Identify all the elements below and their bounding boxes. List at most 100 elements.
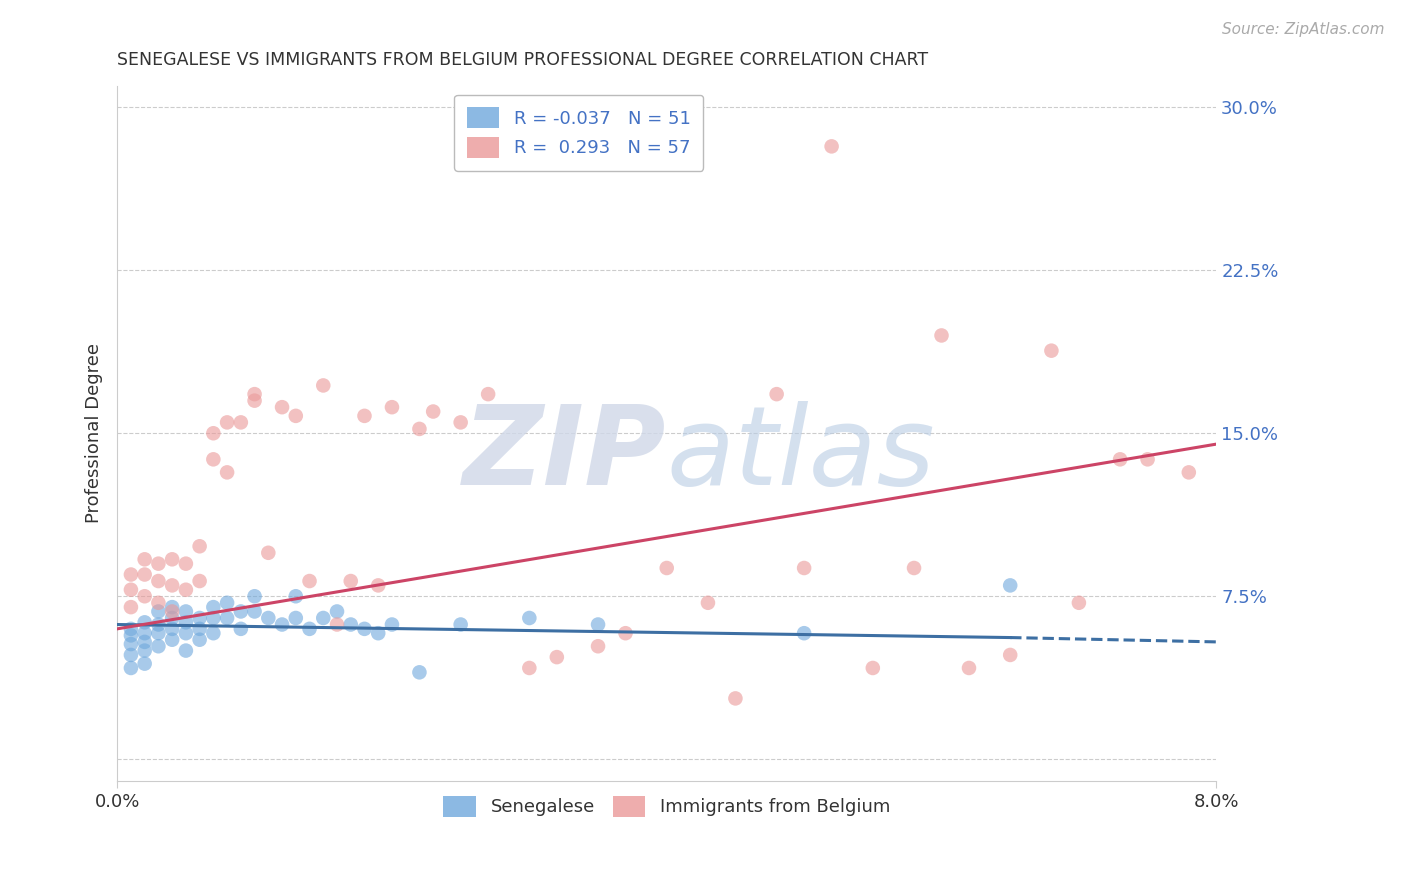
Point — [174, 582, 197, 597]
Point — [312, 378, 335, 392]
Point — [284, 409, 307, 423]
Point — [243, 387, 266, 401]
Point — [229, 416, 252, 430]
Point — [862, 661, 884, 675]
Point — [339, 574, 361, 588]
Point — [450, 617, 472, 632]
Point — [243, 605, 266, 619]
Point — [326, 605, 349, 619]
Point — [120, 600, 142, 615]
Point — [381, 617, 404, 632]
Point — [793, 561, 815, 575]
Point — [134, 552, 156, 566]
Point — [326, 617, 349, 632]
Point — [271, 400, 294, 414]
Point — [257, 546, 280, 560]
Point — [614, 626, 637, 640]
Point — [793, 626, 815, 640]
Point — [202, 600, 225, 615]
Point — [217, 466, 239, 480]
Point — [408, 422, 430, 436]
Point — [229, 605, 252, 619]
Point — [517, 661, 540, 675]
Text: SENEGALESE VS IMMIGRANTS FROM BELGIUM PROFESSIONAL DEGREE CORRELATION CHART: SENEGALESE VS IMMIGRANTS FROM BELGIUM PR… — [117, 51, 928, 69]
Point — [367, 578, 389, 592]
Point — [408, 665, 430, 680]
Legend: Senegalese, Immigrants from Belgium: Senegalese, Immigrants from Belgium — [436, 789, 897, 824]
Point — [312, 611, 335, 625]
Point — [148, 574, 170, 588]
Point — [697, 596, 720, 610]
Point — [160, 552, 183, 566]
Point — [1067, 596, 1090, 610]
Point — [1178, 466, 1201, 480]
Point — [422, 404, 444, 418]
Point — [257, 611, 280, 625]
Point — [134, 567, 156, 582]
Point — [381, 400, 404, 414]
Point — [134, 635, 156, 649]
Y-axis label: Professional Degree: Professional Degree — [86, 343, 103, 524]
Point — [160, 600, 183, 615]
Point — [174, 643, 197, 657]
Point — [148, 605, 170, 619]
Point — [120, 582, 142, 597]
Point — [217, 596, 239, 610]
Point — [1109, 452, 1132, 467]
Point — [217, 416, 239, 430]
Point — [903, 561, 925, 575]
Point — [160, 632, 183, 647]
Point — [229, 622, 252, 636]
Point — [120, 567, 142, 582]
Point — [298, 574, 321, 588]
Point — [148, 596, 170, 610]
Point — [148, 639, 170, 653]
Point — [353, 409, 375, 423]
Text: ZIP: ZIP — [463, 401, 666, 508]
Point — [134, 657, 156, 671]
Point — [243, 393, 266, 408]
Point — [931, 328, 953, 343]
Point — [148, 557, 170, 571]
Point — [202, 626, 225, 640]
Point — [586, 617, 609, 632]
Point — [339, 617, 361, 632]
Point — [160, 605, 183, 619]
Point — [820, 139, 842, 153]
Point — [174, 626, 197, 640]
Point — [160, 611, 183, 625]
Point — [243, 589, 266, 603]
Point — [202, 611, 225, 625]
Point — [160, 622, 183, 636]
Point — [120, 661, 142, 675]
Point — [202, 452, 225, 467]
Point — [188, 539, 211, 553]
Point — [134, 589, 156, 603]
Point — [148, 617, 170, 632]
Point — [367, 626, 389, 640]
Point — [724, 691, 747, 706]
Point — [120, 628, 142, 642]
Point — [174, 605, 197, 619]
Point — [655, 561, 678, 575]
Point — [998, 578, 1021, 592]
Text: atlas: atlas — [666, 401, 935, 508]
Point — [1136, 452, 1159, 467]
Point — [188, 622, 211, 636]
Text: Source: ZipAtlas.com: Source: ZipAtlas.com — [1222, 22, 1385, 37]
Point — [998, 648, 1021, 662]
Point — [188, 611, 211, 625]
Point — [120, 637, 142, 651]
Point — [284, 611, 307, 625]
Point — [271, 617, 294, 632]
Point — [120, 648, 142, 662]
Point — [120, 622, 142, 636]
Point — [174, 615, 197, 630]
Point — [148, 626, 170, 640]
Point — [202, 426, 225, 441]
Point — [188, 574, 211, 588]
Point — [477, 387, 499, 401]
Point — [450, 416, 472, 430]
Point — [586, 639, 609, 653]
Point — [546, 650, 568, 665]
